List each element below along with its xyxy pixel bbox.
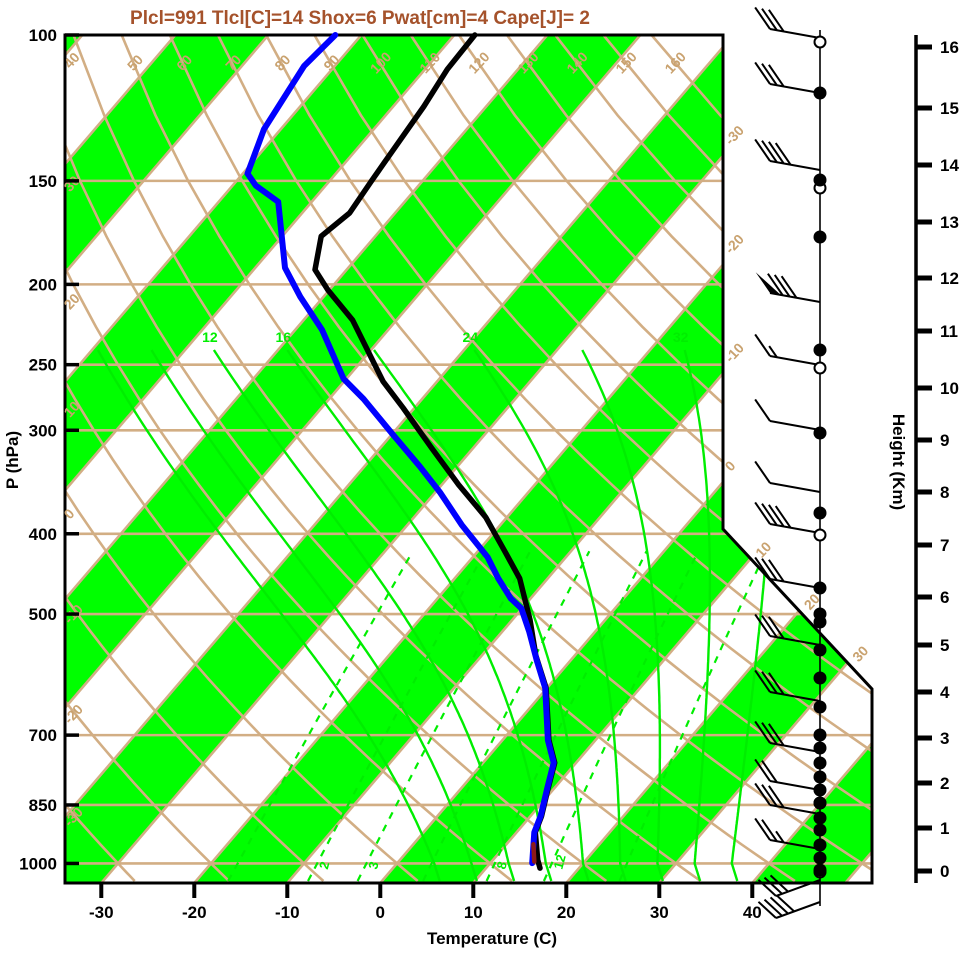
temperature-tick-label: -30	[89, 903, 114, 922]
height-tick-label: 11	[940, 322, 958, 341]
wind-level-dot	[814, 616, 827, 629]
wind-level-dot	[814, 427, 827, 440]
mixing-ratio-label: 3	[365, 860, 381, 871]
parcel-trace	[533, 844, 534, 861]
temperature-tick-label: 40	[743, 903, 762, 922]
wind-barb-shaft	[770, 29, 820, 38]
height-tick-label: 13	[940, 213, 959, 232]
moist-adiabat-label: 24	[463, 329, 479, 345]
pressure-tick-label: 150	[29, 172, 57, 191]
wind-level-dot	[814, 729, 827, 742]
wind-level-open-circle	[815, 363, 826, 374]
isotherm-label-right: 30	[849, 642, 871, 664]
wind-barb-feather	[771, 897, 789, 913]
height-axis-title: Height (Km)	[889, 414, 908, 510]
isotherm-label-right: -30	[721, 122, 747, 148]
wind-barb-shaft	[770, 356, 820, 365]
wind-barb-shaft	[770, 524, 820, 533]
wind-level-dot	[814, 582, 827, 595]
wind-level-dot	[814, 507, 827, 520]
height-tick-label: 14	[940, 156, 959, 175]
wind-level-dot	[814, 812, 827, 825]
pressure-tick-label: 250	[29, 356, 57, 375]
pressure-tick-label: 850	[29, 796, 57, 815]
wind-level-dot	[814, 174, 827, 187]
height-tick-label: 2	[940, 774, 949, 793]
temperature-tick-label: 0	[376, 903, 385, 922]
moist-adiabat-label: 32	[673, 329, 689, 345]
pressure-tick-label: 300	[29, 421, 57, 440]
pressure-tick-label: 400	[29, 525, 57, 544]
height-tick-label: 3	[940, 729, 949, 748]
wind-level-dot	[814, 87, 827, 100]
wind-level-dot	[814, 824, 827, 837]
wind-barb-shaft	[770, 161, 820, 170]
wind-barb-shaft	[770, 84, 820, 93]
dry-adiabat-label-top: 120	[465, 48, 493, 76]
wind-level-dot	[814, 742, 827, 755]
pressure-tick-label: 200	[29, 275, 57, 294]
wind-barb-feather	[755, 334, 770, 356]
pressure-tick-label: 1000	[19, 854, 57, 873]
wind-barb-column	[755, 7, 826, 918]
wind-level-dot	[814, 701, 827, 714]
wind-level-dot	[814, 797, 827, 810]
isotherm-label-right: -20	[721, 231, 747, 257]
height-tick-label: 16	[940, 38, 959, 57]
height-tick-label: 6	[940, 588, 949, 607]
height-tick-label: 15	[940, 99, 959, 118]
mixing-ratio-label: 2	[316, 860, 332, 871]
wind-barb-feather	[755, 399, 770, 421]
wind-level-open-circle	[815, 530, 826, 541]
temperature-tick-label: 20	[557, 903, 576, 922]
height-tick-label: 0	[940, 862, 949, 881]
dry-adiabat-label-top: 80	[271, 51, 293, 73]
temperature-tick-label: -10	[275, 903, 300, 922]
height-tick-label: 4	[940, 683, 950, 702]
wind-level-open-circle	[815, 37, 826, 48]
wind-barb-feather	[755, 461, 770, 483]
wind-level-dot	[814, 757, 827, 770]
temperature-tick-label: 10	[464, 903, 483, 922]
wind-barb-shaft	[770, 781, 820, 790]
height-tick-label: 12	[940, 269, 959, 288]
pressure-tick-label: 500	[29, 605, 57, 624]
wind-level-dot	[814, 839, 827, 852]
chart-title: Plcl=991 Tlcl[C]=14 Shox=6 Pwat[cm]=4 Ca…	[130, 8, 590, 29]
wind-level-dot	[814, 644, 827, 657]
wind-level-dot	[814, 784, 827, 797]
height-tick-label: 9	[940, 431, 949, 450]
temperature-tick-label: -20	[182, 903, 207, 922]
wind-barb-shaft	[770, 483, 820, 492]
mixing-ratio-label: 12	[551, 853, 569, 871]
moist-adiabat-label: 12	[202, 329, 218, 345]
wind-barb-shaft	[770, 421, 820, 430]
isotherm-label-right: -10	[721, 340, 747, 366]
height-tick-label: 1	[940, 819, 949, 838]
wind-barb-shaft	[770, 743, 820, 752]
wind-barb-shaft	[770, 805, 820, 814]
pressure-tick-label: 100	[29, 26, 57, 45]
wind-barb-feather	[764, 900, 782, 916]
height-tick-label: 7	[940, 536, 949, 555]
wind-level-dot	[814, 771, 827, 784]
height-tick-label: 5	[940, 636, 949, 655]
pressure-tick-label: 700	[29, 726, 57, 745]
height-tick-label: 10	[940, 379, 959, 398]
wind-level-dot	[814, 344, 827, 357]
wind-level-dot	[814, 231, 827, 244]
moist-adiabat-label: 16	[275, 329, 291, 345]
temperature-axis-title: Temperature (C)	[427, 929, 557, 948]
wind-barb-feather	[777, 895, 795, 911]
temperature-tick-label: 30	[650, 903, 669, 922]
pressure-axis-title: P (hPa)	[3, 431, 22, 489]
wind-level-dot	[814, 864, 827, 877]
wind-level-dot	[814, 672, 827, 685]
wind-barb-shaft	[776, 902, 820, 918]
dry-adiabat-label-top: 50	[124, 51, 146, 73]
wind-level-dot	[814, 852, 827, 865]
height-tick-label: 8	[940, 483, 949, 502]
